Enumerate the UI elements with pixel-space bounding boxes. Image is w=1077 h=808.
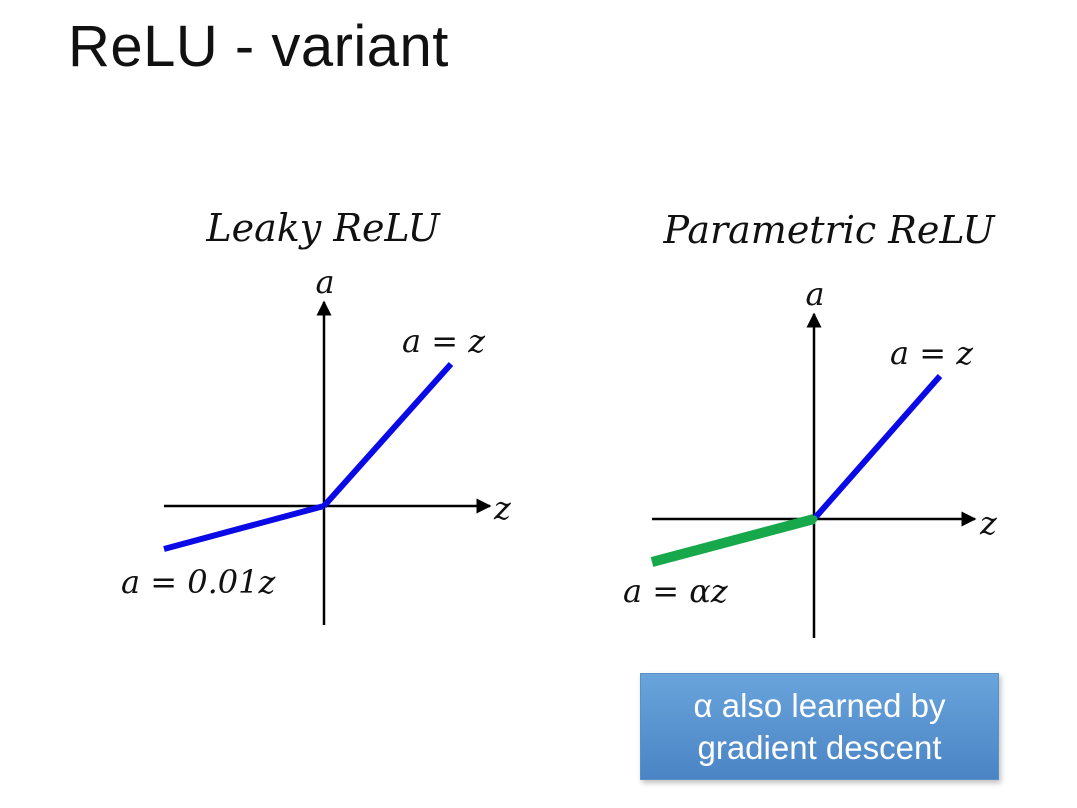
- parametric-negative-segment: [650, 514, 816, 567]
- leaky-positive-segment: [321, 362, 454, 508]
- parametric-x-axis-label: z: [979, 504, 998, 542]
- leaky-relu-heading: Leaky ReLU: [205, 206, 441, 250]
- parametric-negative-label: a = αz: [623, 572, 729, 610]
- parametric-y-axis-label: a: [805, 275, 824, 313]
- alpha-learned-callout: α also learned by gradient descent: [640, 673, 999, 780]
- leaky-x-axis-label: z: [493, 489, 512, 527]
- leaky-negative-label: a = 0.01z: [121, 563, 276, 601]
- callout-line-1: α also learned by: [693, 686, 946, 724]
- parametric-relu-panel: Parametric ReLU a z a = z a = αz: [623, 208, 998, 638]
- parametric-positive-label: a = z: [890, 334, 974, 372]
- leaky-negative-segment: [163, 503, 325, 552]
- parametric-positive-segment: [811, 374, 943, 521]
- slide-title: ReLU - variant: [68, 14, 449, 79]
- parametric-origin-joint: [810, 515, 818, 523]
- parametric-relu-heading: Parametric ReLU: [662, 208, 996, 252]
- callout-line-2: gradient descent: [697, 728, 942, 766]
- leaky-positive-label: a = z: [402, 322, 486, 360]
- leaky-y-axis-label: a: [315, 263, 334, 301]
- leaky-relu-panel: Leaky ReLU a z a = z a = 0.01z: [121, 206, 512, 625]
